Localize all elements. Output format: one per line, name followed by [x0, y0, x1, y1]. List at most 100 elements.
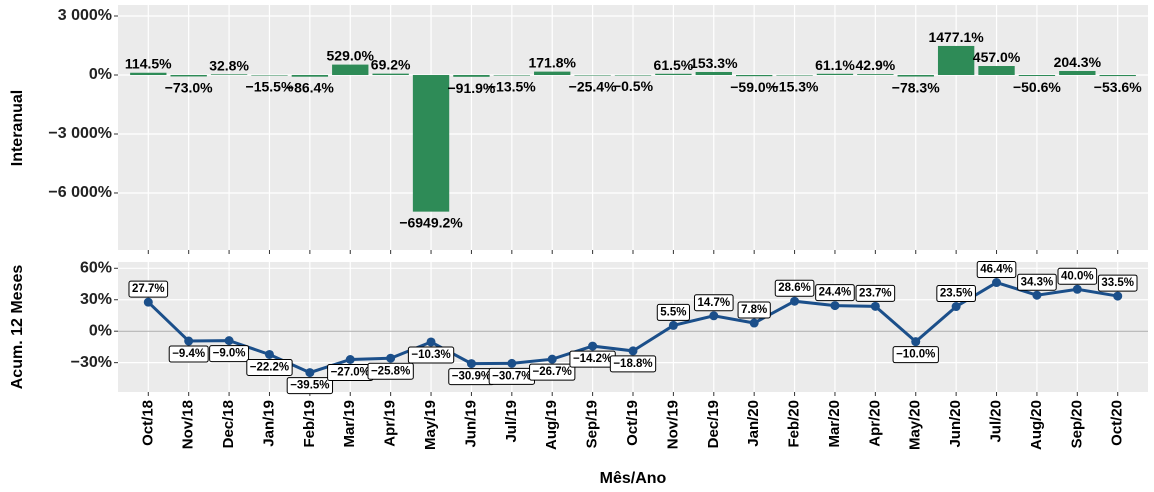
data-label: −59.0% — [730, 79, 778, 95]
y-tick-label: 3 000% — [58, 7, 112, 24]
data-label-text: −26.7% — [533, 366, 572, 378]
data-label-text: −39.5% — [290, 380, 329, 392]
point — [224, 336, 234, 346]
data-label: −30.9% — [448, 368, 495, 386]
bar — [210, 74, 248, 75]
x-tick-label: Sep/19 — [584, 400, 601, 448]
data-label-text: 33.5% — [1101, 277, 1134, 289]
label-box — [1057, 267, 1098, 285]
point — [507, 358, 517, 368]
data-label: −27.0% — [327, 364, 374, 381]
bar — [534, 71, 571, 75]
y-tick-label: 60% — [80, 260, 112, 277]
data-label: −91.9% — [447, 80, 495, 96]
data-label-text: 40.0% — [1061, 270, 1094, 282]
data-label-text: −25.8% — [371, 365, 410, 377]
x-tick-label: Aug/20 — [1028, 400, 1045, 450]
label-box — [246, 358, 293, 376]
bar — [1018, 75, 1056, 76]
label-box — [128, 280, 169, 298]
x-tick-label: Oct/18 — [139, 400, 156, 446]
x-tick-label: Oct/20 — [1109, 400, 1126, 446]
data-label: −10.0% — [892, 346, 939, 364]
data-label-text: 14.7% — [697, 297, 730, 309]
data-label: 114.5% — [125, 56, 172, 72]
bar — [1059, 70, 1096, 75]
x-axis-title: Mês/Ano — [600, 470, 667, 487]
x-tick-label: Nov/18 — [180, 400, 197, 449]
x-tick-label: Feb/20 — [786, 400, 803, 448]
data-label-text: −9.0% — [213, 348, 246, 360]
data-label: −53.6% — [1094, 79, 1142, 95]
point — [345, 355, 355, 364]
point — [628, 346, 638, 356]
data-label-text: −18.8% — [613, 358, 652, 370]
bar — [736, 75, 773, 77]
y-tick-label: −6 000% — [48, 184, 112, 201]
point — [790, 296, 800, 306]
data-label: −22.2% — [246, 358, 293, 376]
bar — [332, 64, 369, 75]
data-label-text: 28.6% — [778, 282, 811, 294]
data-label: −0.5% — [613, 78, 654, 94]
data-label: −15.5% — [246, 78, 294, 94]
data-label-text: −22.2% — [250, 361, 289, 373]
data-label: 46.4% — [976, 261, 1017, 279]
x-tick-label: Jan/19 — [260, 400, 277, 447]
data-label-text: −27.0% — [331, 367, 370, 379]
bar — [776, 75, 813, 76]
data-label-text: 24.4% — [819, 287, 852, 299]
data-label-text: −10.0% — [896, 349, 935, 361]
data-label: −73.0% — [165, 79, 213, 95]
data-label: −14.2% — [569, 350, 616, 368]
data-label: −18.8% — [609, 355, 657, 373]
x-tick-label: Aug/19 — [543, 400, 560, 450]
bar — [857, 74, 894, 75]
x-tick-label: Mar/19 — [341, 400, 358, 448]
point — [143, 297, 153, 307]
data-label: 28.6% — [774, 279, 815, 297]
point — [668, 320, 678, 330]
x-tick-label: Apr/20 — [866, 400, 883, 447]
label-box — [407, 346, 455, 364]
label-box — [936, 285, 976, 303]
x-tick-label: Oct/19 — [624, 400, 641, 446]
data-label-text: 34.3% — [1021, 276, 1054, 288]
data-label-text: 7.8% — [741, 304, 767, 316]
data-label: 27.7% — [128, 280, 169, 298]
x-tick-label: Jul/20 — [987, 400, 1004, 443]
point — [749, 318, 759, 328]
point — [547, 354, 557, 364]
bar — [816, 73, 854, 75]
y-tick-label: 0% — [89, 66, 112, 83]
x-tick-label: Nov/19 — [664, 400, 681, 449]
bar — [372, 73, 409, 75]
point — [992, 278, 1002, 288]
data-label: 33.5% — [1097, 274, 1138, 292]
label-box — [286, 377, 334, 395]
data-label: −15.3% — [771, 78, 819, 94]
data-label-text: −30.7% — [492, 370, 531, 382]
x-tick-label: Jun/19 — [462, 400, 479, 448]
data-label: 204.3% — [1054, 54, 1102, 70]
y-tick-label: −3 000% — [48, 125, 112, 142]
point — [305, 368, 315, 378]
point — [386, 353, 396, 363]
data-label-text: −10.3% — [411, 349, 450, 361]
point — [1032, 290, 1042, 300]
data-label: 153.3% — [690, 55, 738, 71]
data-label: −9.0% — [209, 345, 250, 363]
data-label: −30.7% — [488, 367, 535, 385]
data-label: −39.5% — [286, 377, 334, 395]
bar — [655, 73, 692, 75]
data-label: 42.9% — [856, 57, 896, 73]
x-tick-label: May/19 — [422, 400, 439, 450]
bar — [251, 75, 288, 76]
bar — [130, 72, 167, 75]
x-tick-label: Jan/20 — [745, 400, 762, 447]
data-label-text: 23.5% — [940, 288, 973, 300]
data-label: 40.0% — [1057, 267, 1098, 285]
label-box — [892, 346, 939, 364]
data-label: 5.5% — [656, 303, 691, 321]
